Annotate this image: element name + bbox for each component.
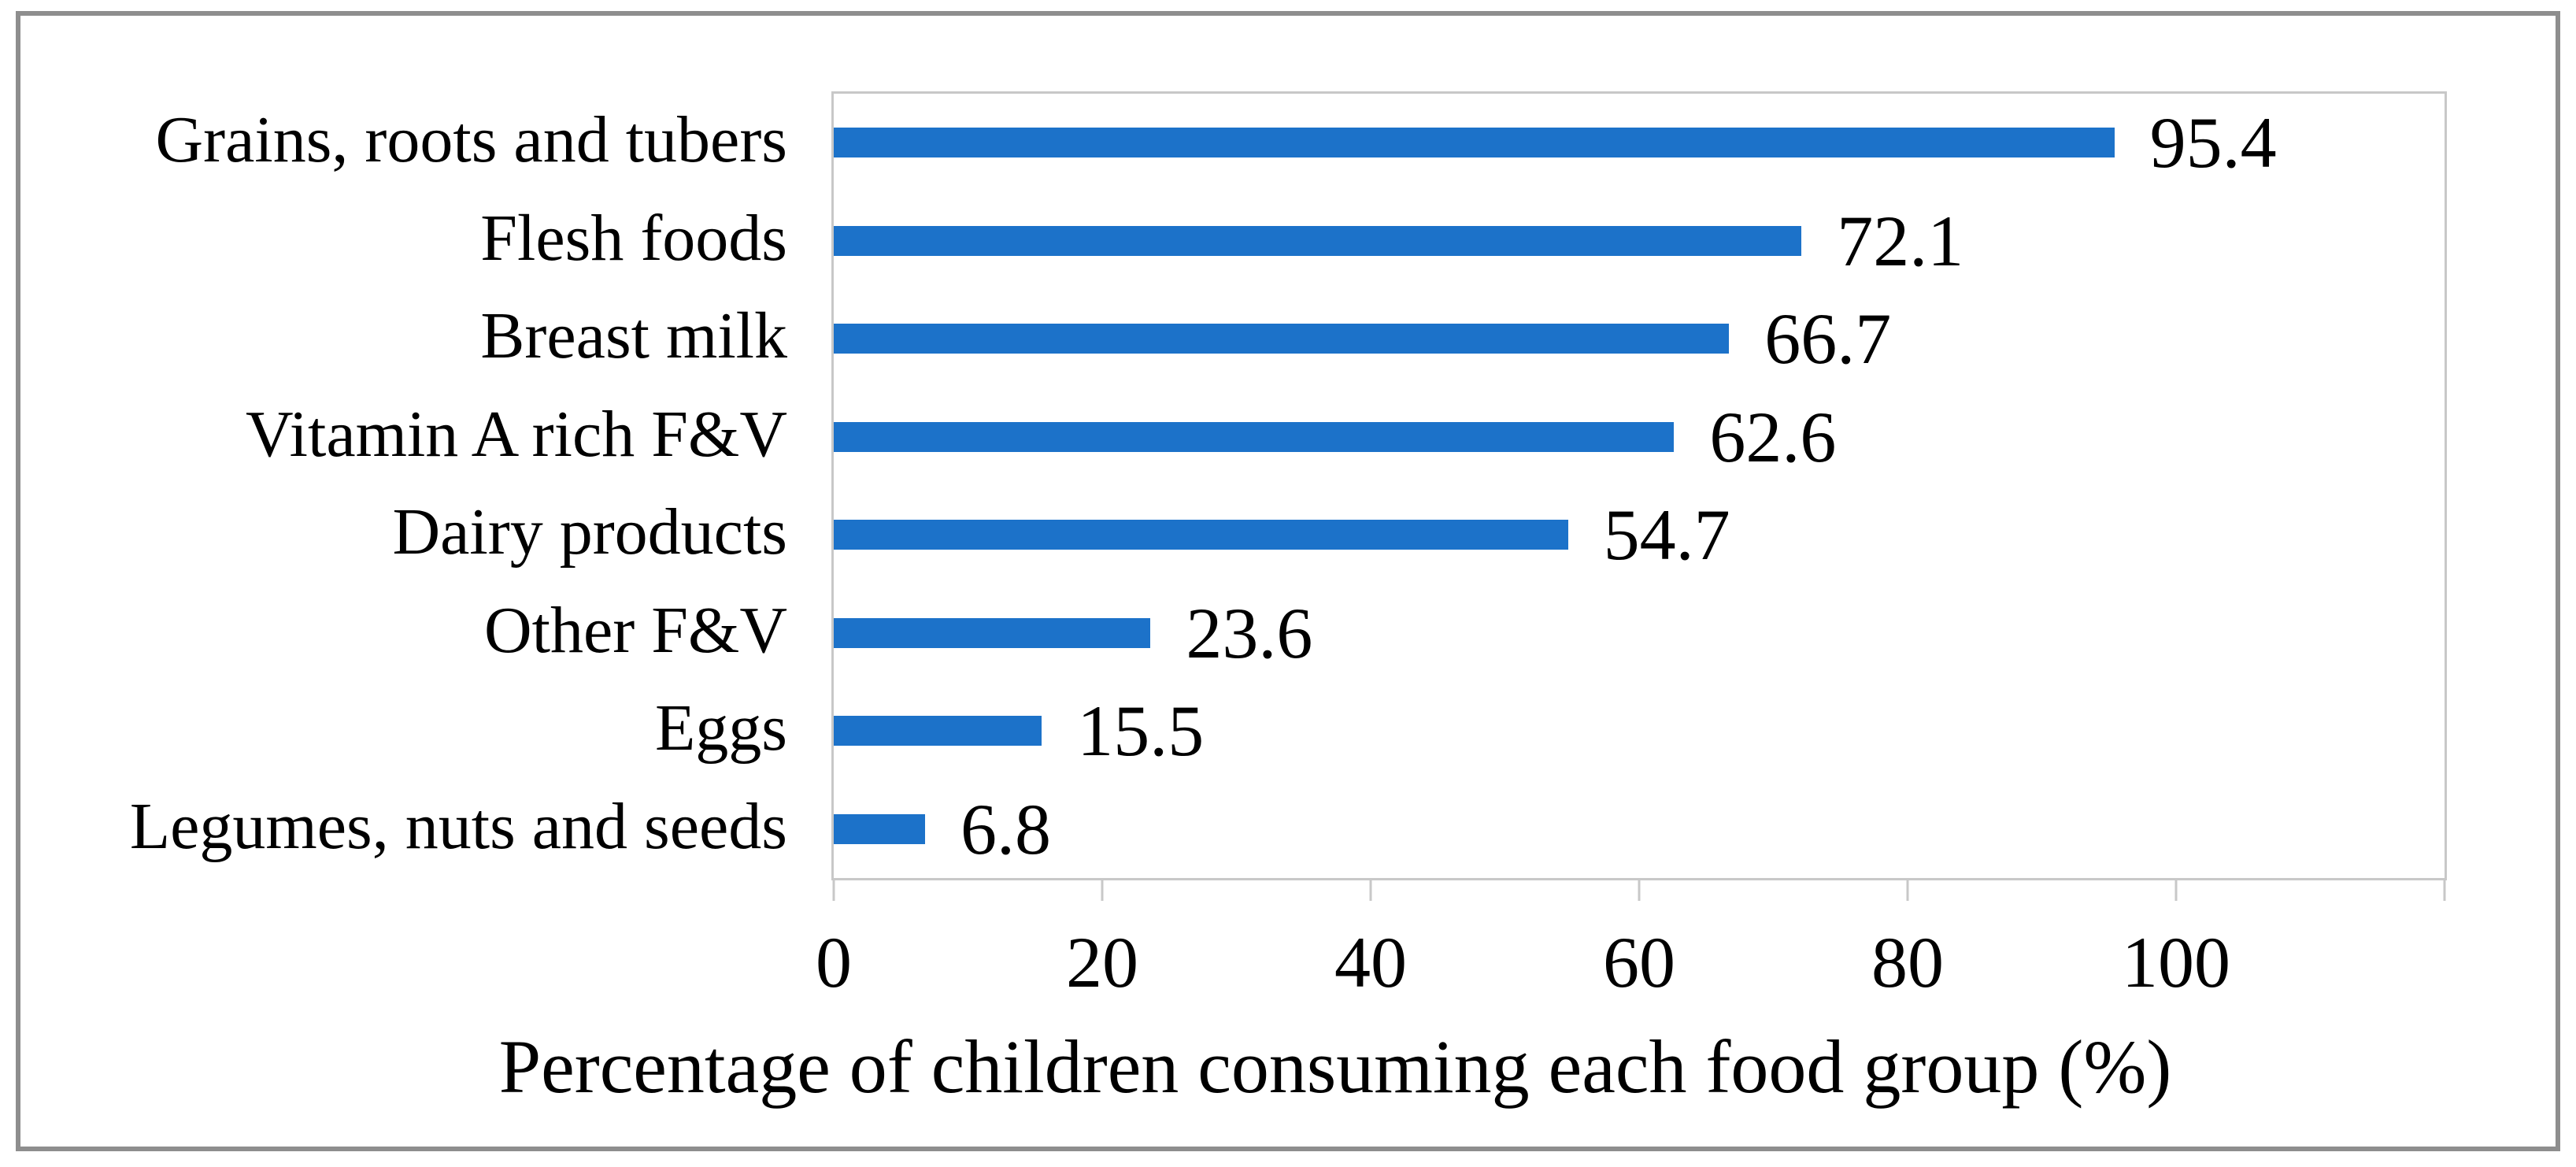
bar [834,421,1675,452]
category-label: Other F&V [484,593,787,667]
bar [834,324,1730,354]
x-axis-tick-mark [1101,880,1104,901]
bar [834,225,1802,256]
category-label: Flesh foods [480,201,787,275]
category-label: Eggs [655,691,787,765]
category-label: Vitamin A rich F&V [246,397,787,471]
x-axis-tick-mark [1638,880,1641,901]
x-axis-tick-label: 20 [1066,922,1138,1002]
bar-value-label: 6.8 [960,788,1051,869]
bar-row: 15.5 [834,682,2445,780]
x-axis-title: Percentage of children consuming each fo… [498,1024,2172,1109]
x-axis-tick-mark [1906,880,1909,901]
bar [834,716,1042,747]
bar-value-label: 66.7 [1764,298,1892,380]
bar-value-label: 23.6 [1186,592,1313,673]
category-label: Legumes, nuts and seeds [129,789,787,863]
bar-row: 23.6 [834,584,2445,683]
bar-row: 62.6 [834,388,2445,487]
bar-value-label: 72.1 [1837,200,1964,281]
bar-value-label: 62.6 [1709,396,1837,477]
y-axis-category-labels: Grains, roots and tubers Flesh foods Breas… [44,91,787,876]
x-axis-tick-labels: 0 20 40 60 80 100 [816,922,2445,1005]
x-axis-tick-mark [2174,880,2178,901]
bar-row: 66.7 [834,290,2445,388]
bar [834,617,1151,648]
bar-value-label: 95.4 [2149,102,2277,183]
bar-value-label: 15.5 [1077,691,1205,772]
bar-row: 72.1 [834,192,2445,291]
x-axis-tick-label: 100 [2121,922,2230,1002]
bar [834,813,925,844]
x-axis-tick-mark [1369,880,1372,901]
bar-row: 95.4 [834,94,2445,192]
category-label: Breast milk [480,299,787,373]
plot-area: 95.4 72.1 66.7 62.6 54.7 23.6 15.5 6.8 [831,91,2447,901]
category-label: Dairy products [392,495,787,569]
x-axis-tick-mark [2443,880,2446,901]
x-axis-tick-label: 60 [1603,922,1675,1002]
x-axis-tick-label: 40 [1334,922,1407,1002]
bar [834,128,2115,158]
bar-series: 95.4 72.1 66.7 62.6 54.7 23.6 15.5 6.8 [834,94,2445,878]
chart-frame: Grains, roots and tubers Flesh foods Breas… [16,11,2560,1151]
x-axis-tick-label: 80 [1871,922,1944,1002]
bar-row: 54.7 [834,486,2445,584]
bar-value-label: 54.7 [1603,495,1730,576]
x-axis-tick-mark [832,880,835,901]
bar [834,520,1568,550]
x-axis-tick-label: 0 [816,922,852,1002]
category-label: Grains, roots and tubers [155,103,787,177]
bar-row: 6.8 [834,780,2445,879]
